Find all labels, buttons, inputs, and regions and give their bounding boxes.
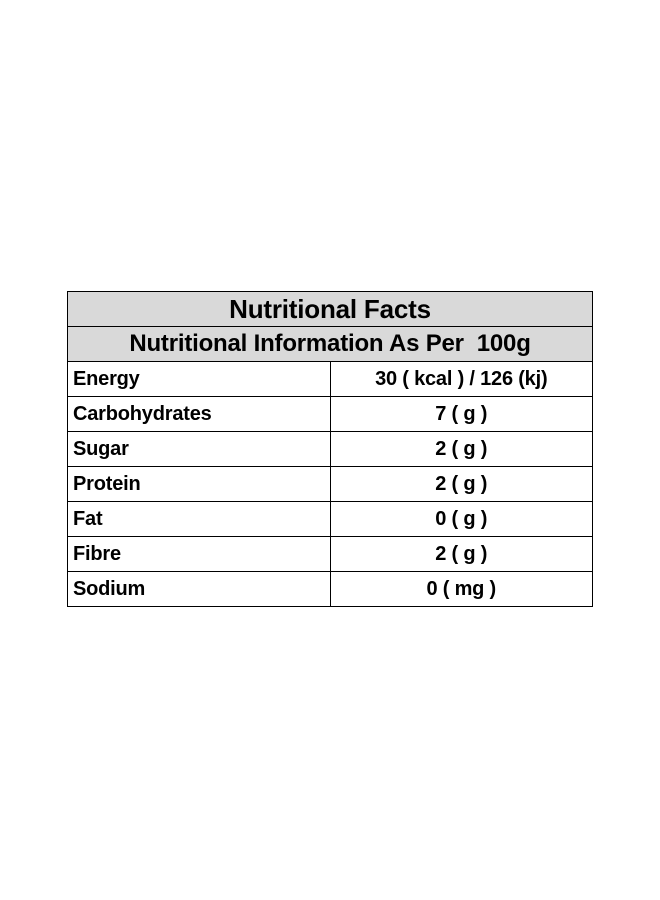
table-row: Carbohydrates 7 ( g )	[67, 396, 593, 432]
table-title: Nutritional Facts	[67, 291, 593, 327]
subtitle-row: Nutritional Information As Per 100g	[67, 326, 593, 362]
table-row: Sugar 2 ( g )	[67, 431, 593, 467]
nutrient-label: Fibre	[67, 536, 331, 572]
nutrient-label: Fat	[67, 501, 331, 537]
nutrient-value: 7 ( g )	[329, 396, 593, 432]
title-row: Nutritional Facts	[67, 291, 593, 327]
table-row: Energy 30 ( kcal ) / 126 (kj)	[67, 361, 593, 397]
table-row: Fat 0 ( g )	[67, 501, 593, 537]
nutrient-value: 2 ( g )	[329, 536, 593, 572]
nutrient-value: 30 ( kcal ) / 126 (kj)	[329, 361, 593, 397]
nutrient-value: 2 ( g )	[329, 466, 593, 502]
nutrient-value: 2 ( g )	[329, 431, 593, 467]
nutrient-label: Sugar	[67, 431, 331, 467]
table-row: Sodium 0 ( mg )	[67, 571, 593, 607]
nutrient-value: 0 ( g )	[329, 501, 593, 537]
nutrient-label: Carbohydrates	[67, 396, 331, 432]
nutrition-facts-table: Nutritional Facts Nutritional Informatio…	[67, 291, 593, 607]
nutrient-value: 0 ( mg )	[329, 571, 593, 607]
nutrient-label: Protein	[67, 466, 331, 502]
table-row: Fibre 2 ( g )	[67, 536, 593, 572]
nutrient-label: Energy	[67, 361, 331, 397]
table-row: Protein 2 ( g )	[67, 466, 593, 502]
table-subtitle: Nutritional Information As Per 100g	[67, 326, 593, 362]
nutrient-label: Sodium	[67, 571, 331, 607]
